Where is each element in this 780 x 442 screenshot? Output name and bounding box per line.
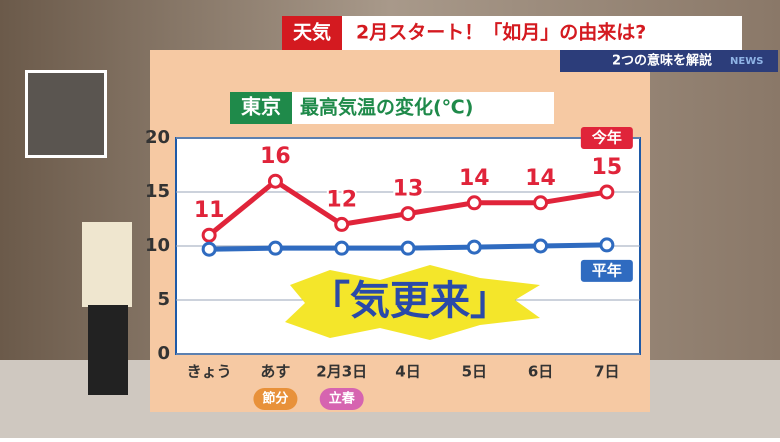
point — [334, 216, 350, 232]
annotation-pill — [253, 388, 298, 410]
annotation-pill — [319, 388, 364, 410]
y-tick-label: 0 — [157, 343, 170, 364]
point — [400, 240, 416, 256]
point — [334, 240, 350, 256]
legend-box — [580, 259, 633, 282]
value-label: 12 — [326, 187, 357, 212]
logo: NEWS — [730, 56, 763, 67]
chart-title: 最高気温の変化(℃) — [300, 96, 473, 119]
annotation: 節分 — [262, 391, 288, 407]
point — [466, 195, 482, 211]
subline-box — [560, 50, 778, 72]
point — [533, 238, 549, 254]
inset-video — [28, 73, 104, 155]
value-label: 15 — [592, 155, 623, 180]
point — [599, 184, 615, 200]
title-box — [230, 92, 292, 124]
title-box-text: 東京 — [241, 95, 281, 119]
headline-box — [342, 16, 742, 50]
subline: 2つの意味を解説 — [612, 53, 712, 69]
point — [201, 227, 217, 243]
x-tick-label: きょう — [187, 363, 232, 381]
value-label: 14 — [459, 166, 490, 191]
value-label: 11 — [194, 198, 225, 223]
x-tick-label: 6日 — [528, 363, 553, 381]
presenter — [82, 222, 132, 307]
legend-label: 平年 — [592, 261, 622, 279]
value-label: 16 — [260, 144, 291, 169]
y-tick-label: 5 — [157, 289, 170, 310]
presenter-legs — [88, 305, 128, 395]
y-tick-label: 10 — [145, 235, 170, 256]
title-bg — [292, 92, 554, 124]
x-tick-label: 2月3日 — [316, 363, 367, 381]
burst — [285, 265, 540, 340]
point — [201, 241, 217, 257]
annotation: 立春 — [329, 391, 356, 407]
x-tick-label: あす — [260, 363, 290, 381]
headline: 2月スタート！「如月」の由来は? — [356, 21, 646, 44]
point — [599, 237, 615, 253]
value-label: 14 — [525, 166, 556, 191]
annotation: 「気更来」 — [310, 278, 510, 324]
y-tick-label: 20 — [145, 127, 170, 148]
point — [466, 239, 482, 255]
tag: 天気 — [293, 21, 331, 44]
point — [533, 195, 549, 211]
x-tick-label: 5日 — [462, 363, 487, 381]
x-tick-label: 7日 — [594, 363, 619, 381]
value-label: 13 — [393, 177, 424, 202]
point — [267, 173, 283, 189]
legend-label: 今年 — [591, 129, 622, 147]
y-tick-label: 15 — [145, 181, 170, 202]
point — [267, 240, 283, 256]
x-tick-label: 4日 — [395, 363, 420, 381]
legend-box — [580, 127, 633, 149]
point — [400, 206, 416, 222]
tag-box — [282, 16, 342, 50]
